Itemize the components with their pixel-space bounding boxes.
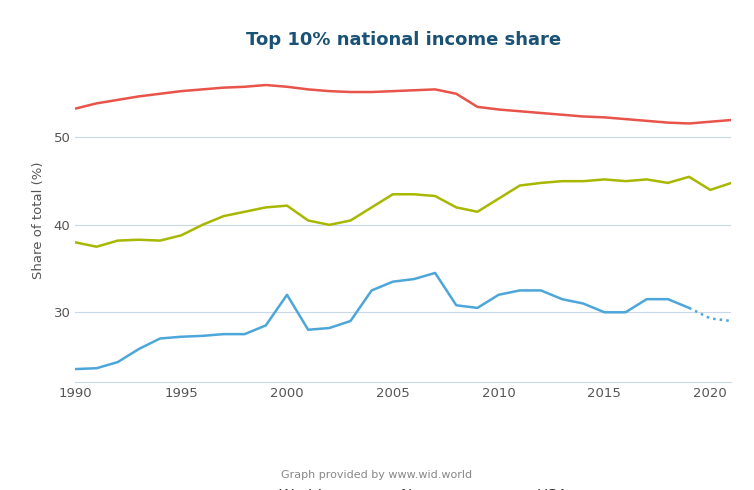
Y-axis label: Share of total (%): Share of total (%) xyxy=(32,162,45,279)
Title: Top 10% national income share: Top 10% national income share xyxy=(246,31,561,49)
Text: Graph provided by www.wid.world: Graph provided by www.wid.world xyxy=(281,470,473,480)
Legend: World, Norway, USA: World, Norway, USA xyxy=(233,483,574,490)
